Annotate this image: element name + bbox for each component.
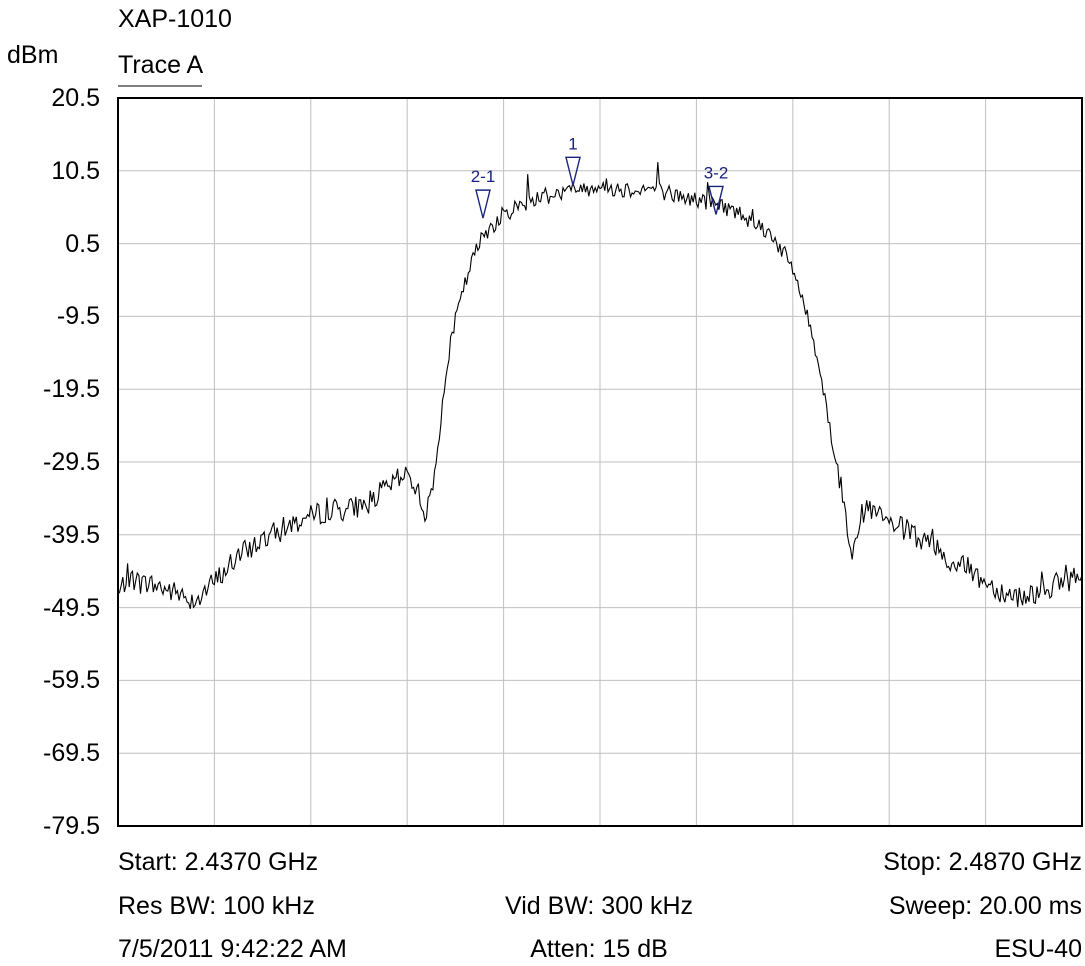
y-tick-label: -9.5 [56,302,100,331]
attenuation: Atten: 15 dB [530,935,668,963]
y-tick-label: 0.5 [65,229,100,258]
resolution-bandwidth: Res BW: 100 kHz [118,892,315,920]
trace-a-line [117,162,1083,609]
marker-triangle-2-1 [475,189,491,219]
y-tick-label: 20.5 [51,84,100,112]
start-frequency: Start: 2.4370 GHz [118,848,319,876]
timestamp: 7/5/2011 9:42:22 AM [118,935,347,963]
y-tick-label: -19.5 [43,375,100,404]
sweep-time: Sweep: 20.00 ms [888,892,1082,920]
y-tick-label: -69.5 [43,739,100,768]
y-tick-label: -79.5 [43,812,100,840]
trace-label: Trace A [118,51,204,79]
y-tick-label: -29.5 [43,448,100,476]
device-title: XAP-1010 [118,5,232,33]
marker-label-1: 1 [568,134,577,153]
marker-triangle-3-2 [708,185,724,215]
instrument-model: ESU-40 [994,935,1082,963]
plot-frame [117,97,1083,827]
y-tick-label: 10.5 [51,156,100,185]
y-unit-label: dBm [7,41,59,69]
y-tick-label: -39.5 [43,520,100,549]
marker-triangle-1 [565,156,581,186]
marker-label-2-1: 2-1 [471,167,496,186]
y-tick-label: -59.5 [43,666,100,695]
stop-frequency: Stop: 2.4870 GHz [883,848,1082,876]
marker-label-3-2: 3-2 [704,163,729,182]
y-tick-label: -49.5 [43,593,100,622]
video-bandwidth: Vid BW: 300 kHz [504,892,694,920]
